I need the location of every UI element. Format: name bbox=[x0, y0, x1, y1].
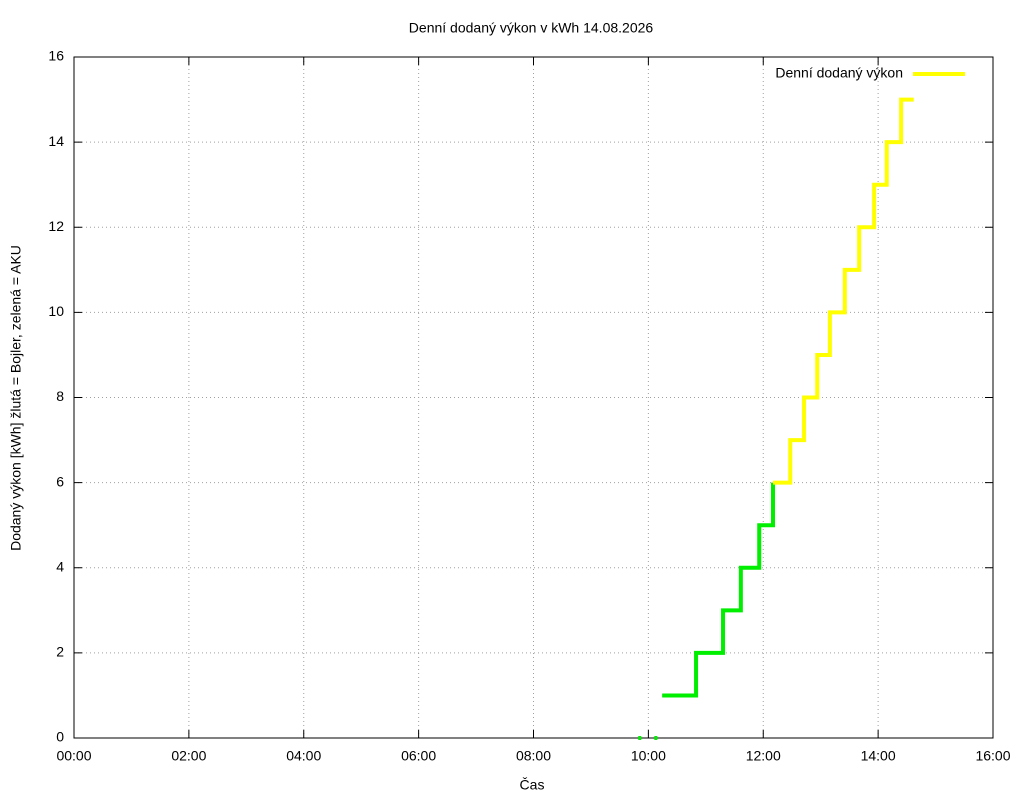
data-point bbox=[654, 736, 658, 740]
y-tick-label: 6 bbox=[56, 473, 64, 489]
x-tick-label: 16:00 bbox=[975, 748, 1010, 764]
x-tick-label: 14:00 bbox=[861, 748, 896, 764]
y-tick-label: 10 bbox=[48, 303, 64, 319]
x-tick-label: 04:00 bbox=[286, 748, 321, 764]
x-tick-label: 06:00 bbox=[401, 748, 436, 764]
y-tick-label: 16 bbox=[48, 48, 64, 64]
chart-title: Denní dodaný výkon v kWh 14.08.2026 bbox=[409, 20, 654, 36]
y-axis-label: Dodaný výkon [kWh] žlutá = Bojler, zelen… bbox=[8, 245, 24, 551]
series-line bbox=[662, 482, 776, 698]
x-tick-label: 12:00 bbox=[746, 748, 781, 764]
y-tick-label: 2 bbox=[56, 644, 64, 660]
y-tick-label: 8 bbox=[56, 388, 64, 404]
y-tick-label: 12 bbox=[48, 218, 64, 234]
y-tick-label: 14 bbox=[48, 133, 64, 149]
legend-label: Denní dodaný výkon bbox=[775, 65, 903, 81]
x-axis-label: Čas bbox=[520, 777, 545, 793]
x-tick-label: 02:00 bbox=[171, 748, 206, 764]
x-tick-label: 08:00 bbox=[516, 748, 551, 764]
y-tick-label: 4 bbox=[56, 558, 64, 574]
x-tick-label: 10:00 bbox=[631, 748, 666, 764]
data-point bbox=[638, 736, 642, 740]
series-line bbox=[773, 97, 914, 485]
x-tick-label: 00:00 bbox=[56, 748, 91, 764]
plot-frame bbox=[73, 56, 994, 739]
y-tick-label: 0 bbox=[56, 729, 64, 745]
